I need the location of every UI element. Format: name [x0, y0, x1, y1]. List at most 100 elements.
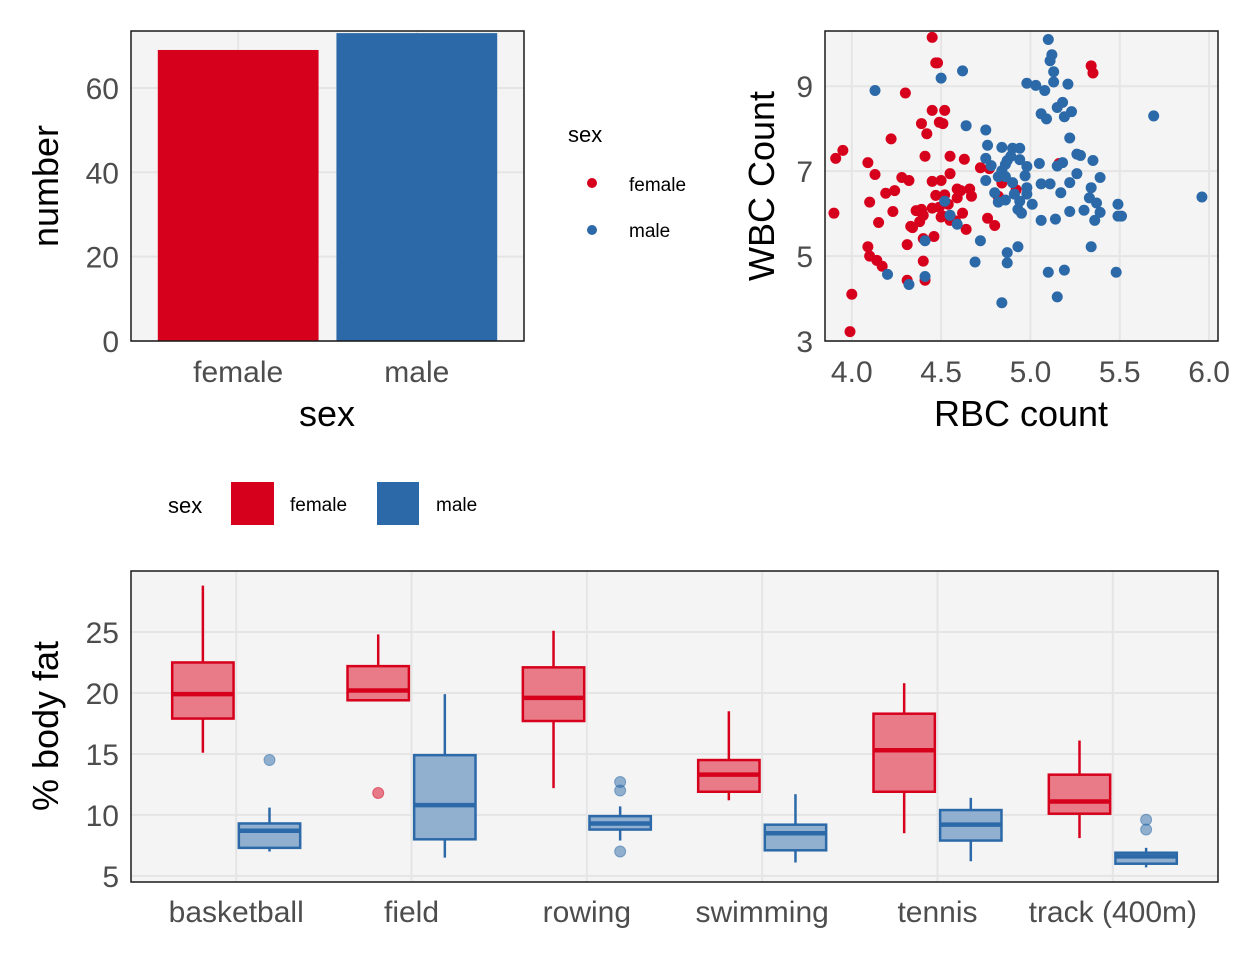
box-male-swimming [763, 794, 828, 863]
bar-y-tick-label: 20 [86, 242, 119, 275]
scatter-point-male [919, 270, 931, 282]
scatter-point-female [844, 326, 856, 338]
bar-y-tick-labels: 0 20 40 60 [86, 73, 119, 359]
scatter-point-male [1057, 96, 1069, 108]
scatter-point-male [1049, 213, 1061, 225]
scatter-point-male [1064, 177, 1076, 189]
scatter-point-male [980, 174, 992, 186]
scatter-point-male [996, 297, 1008, 309]
scatter-point-female [932, 57, 944, 69]
box-male-basketball [237, 754, 302, 852]
scatter-point-male [1014, 195, 1026, 207]
scatter-point-female [928, 231, 940, 243]
boxplot-y-tick-label: 5 [102, 861, 119, 894]
scatter-point-male [1019, 170, 1031, 182]
box-male-tennis [938, 797, 1003, 862]
boxplot-x-tick-label: swimming [695, 896, 828, 929]
bar-legend: sex female male [168, 482, 477, 525]
boxplot-y-tick-label: 10 [86, 800, 119, 833]
scatter-point-female [917, 209, 929, 221]
scatter-point-female [862, 241, 874, 253]
scatter-point-male [957, 65, 969, 77]
scatter-chart-panel: 3 5 7 9 4.0 4.5 5.0 5.5 6.0 RBC count WBC Count [741, 30, 1230, 434]
scatter-point-female [876, 260, 888, 272]
scatter-point-male [1039, 84, 1051, 96]
scatter-point-female [889, 185, 901, 197]
scatter-y-tick-label: 9 [796, 71, 813, 104]
scatter-point-female [965, 190, 977, 202]
boxplot-x-tick-label: rowing [543, 896, 631, 929]
scatter-point-female [982, 212, 994, 224]
scatter-point-female [1087, 67, 1099, 79]
scatter-x-tick-label: 4.0 [831, 356, 873, 389]
boxplot-y-tick-label: 25 [86, 617, 119, 650]
bar-plot-border [130, 30, 525, 342]
scatter-point-male [969, 256, 981, 268]
scatter-point-female [899, 87, 911, 99]
scatter-point-male [1066, 106, 1078, 118]
scatter-point-male [1196, 191, 1208, 203]
scatter-point-male [974, 235, 986, 247]
scatter-point-male [939, 195, 951, 207]
bar-y-axis-title: number [25, 125, 66, 247]
scatter-point-male [980, 124, 992, 136]
scatter-point-male [996, 141, 1008, 153]
scatter-point-male [1016, 207, 1027, 219]
bar-x-axis-title: sex [299, 393, 355, 434]
scatter-x-axis-title: RBC count [934, 393, 1108, 434]
scatter-point-female [935, 174, 947, 186]
box-outlier [372, 786, 385, 799]
scatter-point-male [1051, 291, 1063, 303]
bar-male [336, 33, 498, 341]
scatter-point-male [1074, 149, 1086, 161]
box-female-swimming [696, 711, 761, 801]
boxplot-y-axis-title: % body fat [25, 641, 66, 811]
box-female-basketball [170, 585, 235, 753]
scatter-point-female [896, 172, 908, 184]
scatter-point-male [1094, 172, 1106, 184]
box-outlier [614, 845, 627, 858]
box-iqr [346, 664, 411, 702]
scatter-point-male [1001, 247, 1013, 259]
box-outlier [263, 754, 276, 767]
bar-x-tick-label: male [384, 356, 449, 389]
box-iqr [237, 822, 302, 850]
scatter-point-female [944, 168, 956, 180]
scatter-y-tick-label: 5 [796, 241, 813, 274]
scatter-x-tick-label: 5.0 [1010, 356, 1052, 389]
scatter-point-male [960, 120, 972, 132]
scatter-point-female [939, 104, 951, 116]
scatter-point-male [944, 209, 956, 221]
bar-y-tick-label: 0 [102, 326, 119, 359]
scatter-point-male [1062, 78, 1074, 90]
scatter-point-male [985, 160, 997, 172]
bar-x-tick-labels: female male [193, 356, 449, 389]
bar-x-tick-label: female [193, 356, 283, 389]
scatter-point-male [1012, 241, 1024, 253]
scatter-point-male [1089, 214, 1101, 226]
scatter-point-female [905, 220, 917, 232]
box-outlier [1140, 823, 1153, 836]
bar-chart-panel: 0 20 40 60 female male sex number [25, 30, 525, 434]
boxplot-y-tick-label: 20 [86, 678, 119, 711]
scatter-points [828, 31, 1208, 338]
box-female-field [346, 634, 411, 799]
scatter-point-male [1048, 76, 1060, 88]
box-male-field [412, 694, 477, 858]
scatter-y-tick-label: 3 [796, 326, 813, 359]
box-female-track-400m- [1047, 740, 1112, 839]
boxplot-x-tick-label: basketball [169, 896, 304, 929]
scatter-point-male [1035, 214, 1047, 226]
bar-legend-label-female: female [290, 495, 347, 516]
bar-y-tick-label: 60 [86, 73, 119, 106]
scatter-point-female [957, 207, 969, 219]
boxplot-y-tick-label: 15 [86, 739, 119, 772]
box-iqr [763, 823, 828, 852]
box-outlier [614, 784, 627, 797]
scatter-point-female [989, 219, 1001, 231]
scatter-point-male [1021, 182, 1033, 194]
scatter-point-male [1064, 205, 1076, 217]
scatter-point-male [1116, 210, 1128, 222]
scatter-point-male [1014, 142, 1026, 154]
scatter-point-female [917, 255, 929, 267]
